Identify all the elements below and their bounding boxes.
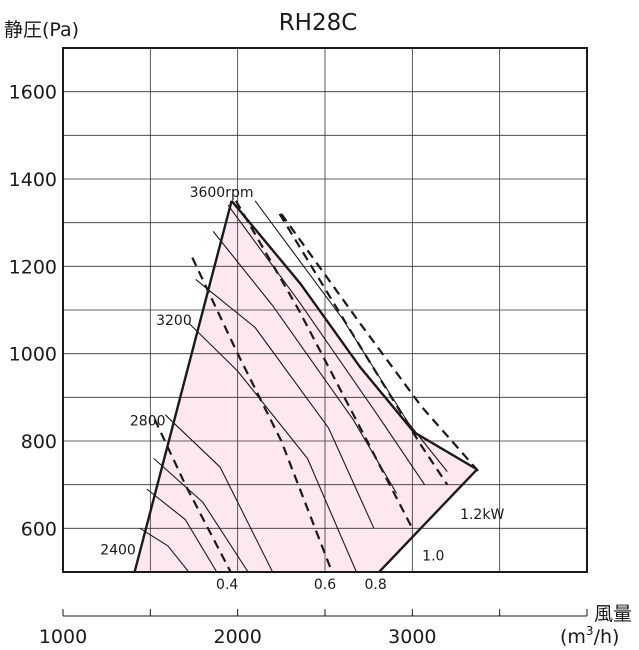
power-label: 0.8 bbox=[365, 577, 387, 593]
rpm-label: 2800 bbox=[130, 414, 166, 430]
x-axis-unit: (m3/h) bbox=[560, 624, 619, 648]
power-label: 1.0 bbox=[422, 549, 444, 565]
right-boundary bbox=[230, 200, 478, 471]
plot-frame bbox=[62, 47, 588, 573]
power-line bbox=[234, 200, 414, 529]
power-label: 1.2kW bbox=[460, 507, 504, 523]
y-tick-label: 800 bbox=[21, 431, 57, 453]
x-tick-label: 2000 bbox=[213, 626, 261, 648]
resistance-curve bbox=[153, 458, 249, 572]
chart-title: RH28C bbox=[279, 10, 358, 36]
power-line bbox=[278, 213, 449, 486]
left-rpm-boundary bbox=[133, 200, 233, 573]
resistance-curve bbox=[195, 278, 375, 529]
power-line bbox=[280, 213, 480, 473]
operating-region bbox=[134, 200, 477, 572]
y-tick-label: 1400 bbox=[9, 169, 57, 191]
power-label: 0.6 bbox=[314, 577, 336, 593]
x-tick-label: 1000 bbox=[39, 626, 87, 648]
power-label: 0.4 bbox=[216, 577, 238, 593]
power-line bbox=[191, 257, 334, 572]
resistance-curve bbox=[146, 488, 218, 572]
y-tick-label: 1000 bbox=[9, 344, 57, 366]
x-axis-label: 風量 bbox=[594, 603, 632, 625]
resistance-curve bbox=[188, 322, 357, 572]
y-axis-label: 静圧(Pa) bbox=[4, 19, 79, 41]
rpm-label: 3200 bbox=[156, 313, 192, 329]
power-line bbox=[153, 418, 232, 572]
resistance-curve bbox=[164, 414, 274, 572]
resistance-curve bbox=[227, 204, 426, 486]
rpm-label: 3600rpm bbox=[190, 185, 254, 201]
y-tick-label: 1600 bbox=[9, 82, 57, 104]
resistance-curve bbox=[139, 527, 190, 572]
bottom-boundary bbox=[378, 468, 478, 573]
y-tick-label: 1200 bbox=[9, 256, 57, 278]
x-tick-label: 3000 bbox=[388, 626, 436, 648]
y-tick-label: 600 bbox=[21, 518, 57, 540]
rpm-label: 2400 bbox=[100, 542, 136, 558]
